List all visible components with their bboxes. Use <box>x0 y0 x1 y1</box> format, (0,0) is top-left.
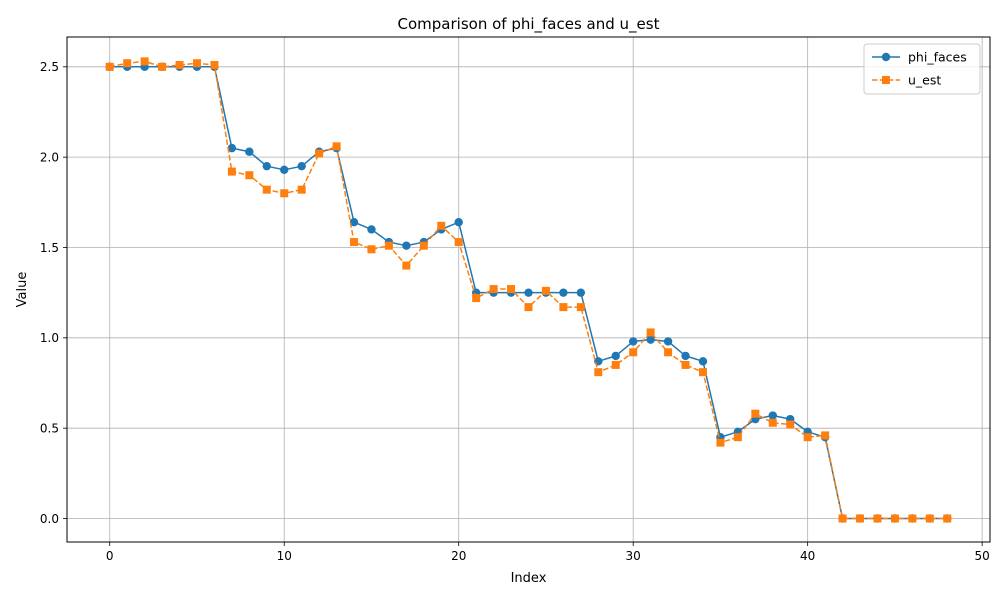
data-point-u_est <box>227 167 236 176</box>
data-point-phi_faces <box>524 288 533 297</box>
data-point-phi_faces <box>663 337 673 346</box>
chart-title: Comparison of phi_faces and u_est <box>398 15 660 34</box>
data-point-u_est <box>175 61 184 70</box>
x-tick-label: 20 <box>451 549 466 563</box>
data-point-u_est <box>576 303 585 312</box>
data-point-phi_faces <box>262 161 271 171</box>
data-point-u_est <box>716 438 725 447</box>
x-tick-label: 40 <box>800 549 815 563</box>
data-point-phi_faces <box>245 147 254 156</box>
data-point-phi_faces <box>454 217 463 227</box>
x-axis-label: Index <box>511 571 547 586</box>
data-point-phi_faces <box>646 335 655 344</box>
data-point-u_est <box>664 348 673 357</box>
y-tick-label: 1.5 <box>40 241 59 255</box>
y-tick-label: 2.0 <box>40 150 59 164</box>
data-point-phi_faces <box>559 288 568 297</box>
data-point-phi_faces <box>367 225 376 234</box>
data-point-u_est <box>123 59 132 68</box>
data-point-u_est <box>437 221 446 230</box>
data-point-u_est <box>472 294 481 303</box>
data-point-u_est <box>838 514 847 523</box>
y-axis-label: Value <box>15 272 30 308</box>
data-point-u_est <box>943 514 952 523</box>
data-point-u_est <box>629 348 638 357</box>
data-point-u_est <box>768 418 777 427</box>
data-point-phi_faces <box>402 241 411 250</box>
data-point-u_est <box>821 431 830 440</box>
x-tick-label: 30 <box>626 549 641 563</box>
data-point-u_est <box>559 303 568 312</box>
data-point-u_est <box>803 433 812 442</box>
data-point-phi_faces <box>297 161 306 171</box>
data-point-phi_faces <box>628 337 638 346</box>
legend-label-phi_faces: phi_faces <box>908 50 967 65</box>
data-point-u_est <box>158 62 167 71</box>
data-point-u_est <box>594 368 603 377</box>
legend-marker-phi_faces <box>881 52 891 62</box>
data-point-phi_faces <box>280 165 289 174</box>
data-point-u_est <box>210 61 219 70</box>
y-tick-label: 1.0 <box>40 331 59 345</box>
data-point-u_est <box>524 303 533 312</box>
data-point-phi_faces <box>698 357 708 366</box>
data-point-phi_faces <box>611 351 620 361</box>
legend: phi_faces u_est <box>863 43 981 95</box>
x-tick-label: 0 <box>106 549 114 563</box>
data-point-phi_faces <box>349 217 359 227</box>
legend-label-u_est: u_est <box>908 73 941 88</box>
data-point-u_est <box>908 514 917 523</box>
data-point-u_est <box>332 142 341 151</box>
data-point-u_est <box>384 241 393 250</box>
data-point-phi_faces <box>681 351 690 361</box>
data-point-u_est <box>350 238 359 247</box>
data-point-phi_faces <box>227 143 237 153</box>
data-point-u_est <box>245 171 254 180</box>
data-point-u_est <box>890 514 899 523</box>
data-point-u_est <box>611 360 620 369</box>
data-point-u_est <box>786 420 795 429</box>
data-point-u_est <box>419 241 428 250</box>
grid <box>67 37 990 542</box>
data-point-u_est <box>192 59 201 68</box>
data-point-u_est <box>315 149 324 158</box>
data-point-u_est <box>733 433 742 442</box>
data-point-u_est <box>454 238 463 247</box>
data-point-u_est <box>507 285 516 294</box>
y-tick-label: 0.5 <box>40 421 59 435</box>
data-point-u_est <box>297 185 306 194</box>
data-point-u_est <box>280 189 289 198</box>
data-point-u_est <box>698 368 707 377</box>
data-point-u_est <box>262 185 271 194</box>
data-point-u_est <box>140 57 149 66</box>
data-point-u_est <box>856 514 865 523</box>
series-u_est <box>105 57 952 523</box>
data-point-u_est <box>541 286 550 295</box>
x-tick-label: 10 <box>277 549 292 563</box>
data-point-u_est <box>646 328 655 337</box>
data-point-u_est <box>925 514 934 523</box>
data-point-u_est <box>751 409 760 418</box>
data-point-u_est <box>105 62 114 71</box>
series-layer <box>105 57 952 523</box>
data-point-u_est <box>367 245 376 254</box>
plot-frame <box>66 36 991 543</box>
legend-marker-u_est <box>882 76 890 84</box>
y-tick-label: 2.5 <box>40 60 59 74</box>
data-point-u_est <box>681 360 690 369</box>
data-point-phi_faces <box>768 411 777 420</box>
data-point-u_est <box>402 261 411 270</box>
axis-ticks: 0 10 20 30 40 50 0.0 0.5 1.0 1.5 2.0 2.5 <box>40 60 990 563</box>
x-tick-label: 50 <box>975 549 990 563</box>
data-point-phi_faces <box>576 288 586 297</box>
data-point-u_est <box>873 514 882 523</box>
y-tick-label: 0.0 <box>40 512 59 526</box>
data-point-u_est <box>489 285 498 294</box>
